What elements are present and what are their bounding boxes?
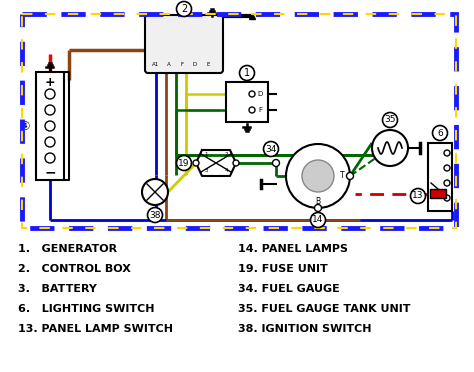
Text: F: F [258,107,262,113]
Text: 14. PANEL LAMPS: 14. PANEL LAMPS [238,244,348,254]
Circle shape [176,1,191,16]
Circle shape [45,105,55,115]
Bar [22,14,456,228]
Bar [226,82,268,122]
Circle shape [142,179,168,205]
Circle shape [346,173,354,180]
Circle shape [410,189,426,203]
Text: ④: ④ [19,119,29,132]
Bar [428,143,452,211]
Circle shape [302,160,334,192]
Text: 14: 14 [312,215,324,224]
Circle shape [249,107,255,113]
Text: B: B [315,198,320,206]
Text: 38. IGNITION SWITCH: 38. IGNITION SWITCH [238,324,372,334]
Circle shape [444,150,450,156]
Circle shape [45,121,55,131]
Circle shape [444,165,450,171]
Circle shape [310,212,326,228]
Circle shape [383,112,398,128]
Text: 4: 4 [224,169,228,173]
Text: 35: 35 [384,115,396,125]
Text: 38: 38 [149,211,161,219]
Circle shape [249,91,255,97]
Text: A: A [167,62,171,67]
Text: A1: A1 [152,62,160,67]
Text: D: D [193,62,197,67]
FancyBboxPatch shape [145,15,223,73]
Circle shape [315,205,321,212]
Text: −: − [44,165,56,179]
Circle shape [193,160,199,166]
Polygon shape [196,150,236,176]
Text: 35. FUEL GAUGE TANK UNIT: 35. FUEL GAUGE TANK UNIT [238,304,410,314]
Text: 34. FUEL GAUGE: 34. FUEL GAUGE [238,284,340,294]
Text: 34: 34 [265,144,277,154]
Circle shape [444,180,450,186]
Text: 13. PANEL LAMP SWITCH: 13. PANEL LAMP SWITCH [18,324,173,334]
Circle shape [233,160,239,166]
Circle shape [176,155,191,170]
Text: D: D [257,91,263,97]
Text: 1: 1 [204,151,208,157]
Text: E: E [206,62,210,67]
Circle shape [147,208,163,222]
Text: 2.   CONTROL BOX: 2. CONTROL BOX [18,264,131,274]
Text: 1.   GENERATOR: 1. GENERATOR [18,244,117,254]
Bar [36,72,64,180]
Bar [22,14,456,228]
Text: 3.   BATTERY: 3. BATTERY [18,284,97,294]
Circle shape [432,125,447,141]
Text: 13: 13 [412,192,424,201]
Circle shape [273,160,280,167]
Circle shape [239,65,255,80]
Circle shape [372,130,408,166]
Text: 19: 19 [178,158,190,167]
Text: +: + [45,76,55,89]
Text: 19. FUSE UNIT: 19. FUSE UNIT [238,264,328,274]
Text: 3: 3 [204,169,208,173]
Text: 6.   LIGHTING SWITCH: 6. LIGHTING SWITCH [18,304,155,314]
Circle shape [45,153,55,163]
Circle shape [444,195,450,201]
Text: 2: 2 [224,151,228,157]
Bar [430,189,446,198]
Circle shape [286,144,350,208]
Text: 6: 6 [437,128,443,138]
Circle shape [264,141,279,157]
Circle shape [45,89,55,99]
Text: 1: 1 [244,68,250,78]
Text: T: T [340,171,344,180]
Text: 2: 2 [181,4,187,14]
Text: F: F [181,62,183,67]
Circle shape [45,137,55,147]
